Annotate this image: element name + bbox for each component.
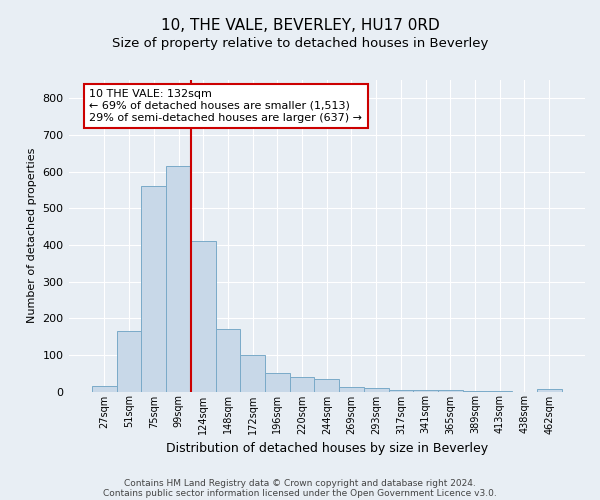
Bar: [389, 390, 413, 392]
Bar: [240, 355, 265, 392]
Bar: [339, 386, 364, 392]
Bar: [413, 390, 438, 392]
Text: Contains public sector information licensed under the Open Government Licence v3: Contains public sector information licen…: [103, 488, 497, 498]
Text: Contains HM Land Registry data © Crown copyright and database right 2024.: Contains HM Land Registry data © Crown c…: [124, 478, 476, 488]
Bar: [142, 186, 166, 392]
Bar: [438, 390, 463, 392]
Text: 10 THE VALE: 132sqm
← 69% of detached houses are smaller (1,513)
29% of semi-det: 10 THE VALE: 132sqm ← 69% of detached ho…: [89, 90, 362, 122]
Text: 10, THE VALE, BEVERLEY, HU17 0RD: 10, THE VALE, BEVERLEY, HU17 0RD: [161, 18, 439, 32]
Y-axis label: Number of detached properties: Number of detached properties: [27, 148, 37, 324]
Bar: [537, 388, 562, 392]
Bar: [364, 388, 389, 392]
Bar: [117, 331, 142, 392]
Bar: [215, 329, 240, 392]
X-axis label: Distribution of detached houses by size in Beverley: Distribution of detached houses by size …: [166, 442, 488, 455]
Text: Size of property relative to detached houses in Beverley: Size of property relative to detached ho…: [112, 38, 488, 51]
Bar: [92, 386, 117, 392]
Bar: [290, 377, 314, 392]
Bar: [314, 380, 339, 392]
Bar: [166, 166, 191, 392]
Bar: [191, 242, 215, 392]
Bar: [265, 373, 290, 392]
